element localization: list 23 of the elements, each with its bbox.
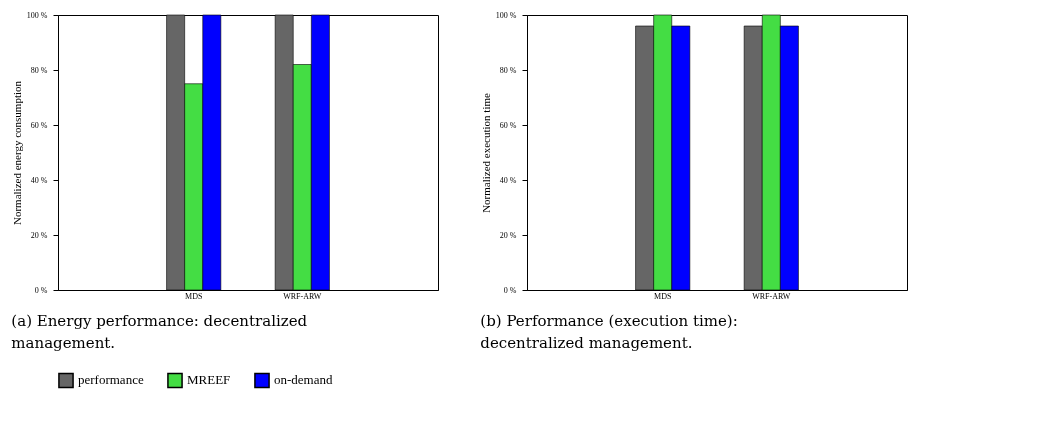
x-tick-label: WRF-ARW bbox=[752, 291, 791, 301]
y-tick-label: 80 % bbox=[499, 65, 517, 75]
x-tick-label: MDS bbox=[654, 291, 672, 301]
y-tick-label: 20 % bbox=[499, 230, 517, 240]
y-tick-label: 0 % bbox=[503, 285, 517, 295]
y-tick-label: 80 % bbox=[30, 65, 48, 75]
y-tick-label: 100 % bbox=[495, 10, 517, 20]
y-tick-label: 100 % bbox=[26, 10, 48, 20]
x-tick-label: WRF-ARW bbox=[283, 291, 322, 301]
legend-label: performance bbox=[78, 372, 144, 388]
y-tick-label: 40 % bbox=[499, 175, 517, 185]
y-tick-label: 60 % bbox=[30, 120, 48, 130]
y-tick-label: 60 % bbox=[499, 120, 517, 130]
y-tick-label: 20 % bbox=[30, 230, 48, 240]
text: (a) Energy performance: decentralized management. bbox=[11, 312, 308, 352]
y-axis-title: Normalized execution time bbox=[479, 93, 492, 213]
y-tick-label: 40 % bbox=[30, 175, 48, 185]
y-tick-label: 0 % bbox=[34, 285, 48, 295]
legend-label: on-demand bbox=[274, 372, 333, 388]
x-tick-label: MDS bbox=[185, 291, 203, 301]
text: (b) Performance (execution time): decentralized management. bbox=[480, 312, 738, 352]
legend-label: MREEF bbox=[187, 372, 231, 388]
y-axis-title: Normalized energy consumption bbox=[10, 80, 23, 225]
